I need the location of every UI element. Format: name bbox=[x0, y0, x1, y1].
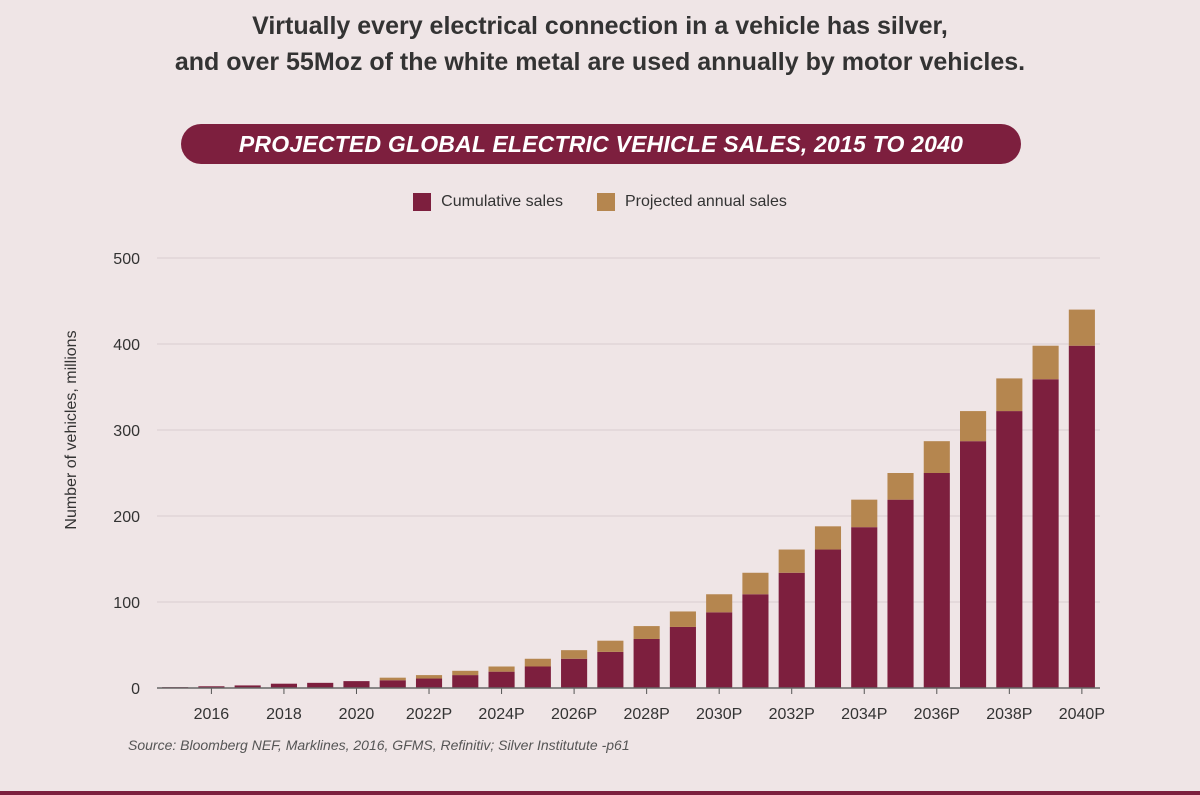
x-tick-label-2032P: 2032P bbox=[769, 706, 815, 723]
x-tick-label-2018: 2018 bbox=[266, 706, 302, 723]
x-tick-label-2036P: 2036P bbox=[914, 706, 960, 723]
bar-projected-2039P bbox=[1032, 345, 1059, 380]
bar-cumulative-2023P bbox=[452, 675, 479, 688]
x-tick-label-2026P: 2026P bbox=[551, 706, 597, 723]
bar-cumulative-2031P bbox=[742, 594, 769, 688]
bar-cumulative-2021 bbox=[379, 680, 406, 688]
bar-cumulative-2018 bbox=[270, 683, 297, 688]
bar-cumulative-2036P bbox=[923, 473, 950, 688]
y-tick-label-500: 500 bbox=[113, 251, 140, 268]
y-tick-label-200: 200 bbox=[113, 509, 140, 526]
bar-cumulative-2037P bbox=[960, 441, 987, 688]
legend-swatch-cumulative bbox=[413, 193, 432, 211]
bar-cumulative-2039P bbox=[1032, 379, 1059, 688]
bar-projected-2021 bbox=[379, 677, 406, 681]
bar-cumulative-2017 bbox=[234, 685, 261, 688]
y-tick-label-100: 100 bbox=[113, 595, 140, 612]
chart-title: PROJECTED GLOBAL ELECTRIC VEHICLE SALES,… bbox=[181, 124, 1021, 164]
bar-cumulative-2019 bbox=[307, 682, 334, 688]
headline-line-2: and over 55Moz of the white metal are us… bbox=[174, 48, 1026, 76]
legend-item-projected: Projected annual sales bbox=[596, 193, 787, 211]
y-axis-label: Number of vehicles, millions bbox=[63, 330, 80, 529]
bar-cumulative-2025P bbox=[524, 666, 551, 688]
bar-cumulative-2034P bbox=[851, 527, 878, 688]
bar-projected-2034P bbox=[851, 499, 878, 528]
legend-label-projected: Projected annual sales bbox=[624, 193, 787, 210]
bar-cumulative-2035P bbox=[887, 499, 914, 688]
bar-projected-2028P bbox=[633, 626, 660, 639]
x-tick-label-2030P: 2030P bbox=[696, 706, 742, 723]
bar-projected-2036P bbox=[923, 441, 950, 473]
bar-projected-2025P bbox=[524, 658, 551, 667]
bar-cumulative-2029P bbox=[669, 626, 696, 688]
x-tick-label-2038P: 2038P bbox=[986, 706, 1032, 723]
bar-projected-2035P bbox=[887, 473, 914, 500]
bar-projected-2033P bbox=[814, 526, 842, 550]
x-tick-label-2020: 2020 bbox=[339, 706, 375, 723]
headline: Virtually every electrical connection in… bbox=[0, 8, 1200, 80]
y-tick-label-400: 400 bbox=[113, 337, 140, 354]
bar-cumulative-2016 bbox=[198, 686, 225, 688]
source-note: Source: Bloomberg NEF, Marklines, 2016, … bbox=[128, 737, 630, 753]
y-tick-label-0: 0 bbox=[131, 681, 140, 698]
x-tick-label-2034P: 2034P bbox=[841, 706, 887, 723]
bar-projected-2031P bbox=[742, 572, 769, 595]
bar-cumulative-2030P bbox=[706, 612, 733, 688]
bar-cumulative-2032P bbox=[778, 572, 805, 688]
x-tick-label-2028P: 2028P bbox=[624, 706, 670, 723]
bar-projected-2029P bbox=[669, 611, 696, 627]
headline-line-1: Virtually every electrical connection in… bbox=[252, 12, 948, 40]
bar-projected-2026P bbox=[561, 650, 588, 659]
x-tick-label-2040P: 2040P bbox=[1059, 706, 1105, 723]
legend-swatch-projected bbox=[596, 193, 615, 211]
x-tick-label-2016: 2016 bbox=[194, 706, 230, 723]
x-tick-label-2022P: 2022P bbox=[406, 706, 452, 723]
bar-projected-2030P bbox=[706, 594, 733, 613]
bar-cumulative-2040P bbox=[1068, 345, 1095, 688]
legend: Cumulative sales Projected annual sales bbox=[0, 193, 1200, 211]
bar-projected-2032P bbox=[778, 549, 805, 573]
y-tick-label-300: 300 bbox=[113, 423, 140, 440]
bar-cumulative-2028P bbox=[633, 638, 660, 688]
bottom-divider bbox=[0, 791, 1200, 795]
bar-projected-2038P bbox=[996, 378, 1023, 412]
bar-cumulative-2024P bbox=[488, 671, 515, 688]
bar-cumulative-2020 bbox=[343, 681, 370, 688]
bar-projected-2024P bbox=[488, 666, 515, 672]
legend-label-cumulative: Cumulative sales bbox=[441, 193, 563, 210]
bar-cumulative-2026P bbox=[561, 658, 588, 688]
bar-cumulative-2033P bbox=[814, 549, 842, 688]
bar-projected-2023P bbox=[452, 670, 479, 676]
x-tick-label-2024P: 2024P bbox=[478, 706, 524, 723]
bar-projected-2027P bbox=[597, 640, 624, 652]
legend-item-cumulative: Cumulative sales bbox=[413, 193, 563, 211]
bar-projected-2037P bbox=[960, 411, 987, 442]
bar-cumulative-2038P bbox=[996, 411, 1023, 688]
bar-cumulative-2022P bbox=[415, 678, 443, 688]
bar-projected-2022P bbox=[415, 675, 443, 679]
bar-projected-2040P bbox=[1068, 309, 1095, 346]
bar-cumulative-2027P bbox=[597, 651, 624, 688]
